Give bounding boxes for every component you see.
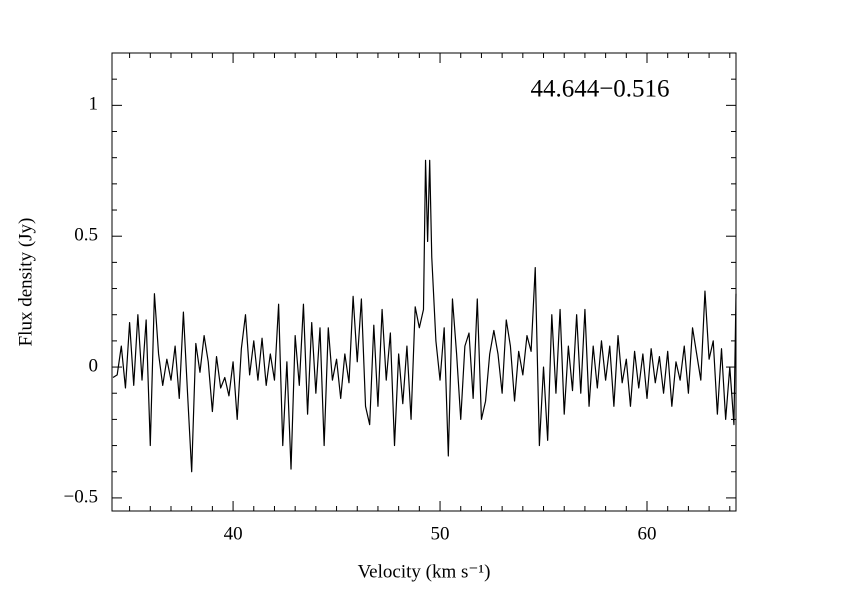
y-tick-label: −0.5: [64, 486, 98, 507]
y-tick-label: 0: [89, 355, 99, 376]
source-label: 44.644−0.516: [530, 76, 669, 103]
x-tick-label: 40: [224, 523, 243, 544]
x-tick-label: 60: [638, 523, 657, 544]
y-tick-label: 0.5: [74, 225, 98, 246]
y-tick-label: 1: [89, 94, 99, 115]
x-tick-label: 50: [431, 523, 450, 544]
x-axis-label: Velocity (km s⁻¹): [358, 561, 491, 582]
spectrum-line: [112, 159, 737, 473]
y-axis-label: Flux density (Jy): [15, 218, 36, 347]
plot-frame: [111, 52, 737, 512]
